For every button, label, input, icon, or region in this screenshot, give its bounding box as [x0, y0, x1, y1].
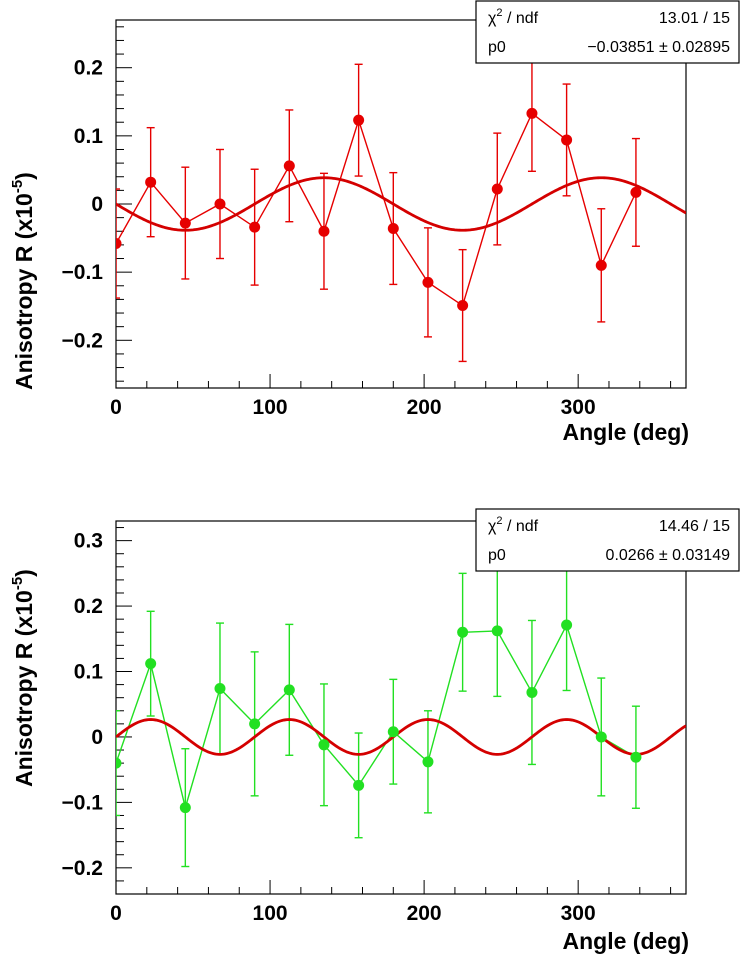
fit-curve [116, 176, 686, 232]
plot-frame [115, 520, 687, 895]
stats-box: χ2 / ndf 13.01 / 15 p0 −0.03851 ± 0.0289… [475, 0, 740, 64]
y-axis-title-close: ) [11, 569, 37, 577]
y-tick-label: −0.2 [62, 329, 103, 352]
data-point [145, 658, 157, 670]
data-point [249, 221, 261, 233]
data-point [318, 225, 330, 237]
stats-chi2-label: χ2 / ndf [488, 515, 539, 535]
plot-area: 0 100 200 300 −0.2 −0.1 0 0.1 0.2 [62, 19, 687, 419]
y-axis-title-main: Anisotropy R (x10 [11, 193, 37, 390]
data-point [526, 686, 538, 698]
data-point [630, 751, 642, 763]
chart-bottom: 0 100 200 300 −0.2 −0.1 0 0.1 0.2 0.3 Angle (deg)… [9, 508, 740, 954]
error-bar [116, 188, 120, 299]
plot-inner [116, 54, 686, 363]
data-point [491, 625, 503, 637]
stats-box-frame [475, 0, 740, 64]
data-point [179, 217, 191, 229]
y-tick-label: 0.1 [74, 661, 104, 684]
data-point [283, 160, 295, 172]
y-tick-label: 0.2 [74, 595, 103, 618]
data-point [145, 176, 157, 188]
x-tick-label: 100 [253, 902, 288, 925]
plot-area: 0 100 200 300 −0.2 −0.1 0 0.1 0.2 0.3 [62, 520, 687, 925]
data-point [422, 756, 434, 768]
plot-inner [116, 558, 686, 868]
y-axis-title: Anisotropy R (x10-5) [9, 172, 37, 390]
y-tick-label: −0.1 [62, 791, 104, 814]
y-tick-label: 0.3 [74, 530, 103, 553]
stats-p0-value: −0.03851 ± 0.02895 [587, 39, 730, 56]
fit-curve [116, 718, 686, 756]
y-axis-title-close: ) [11, 172, 37, 180]
data-point [422, 276, 434, 288]
data-series-line [116, 112, 637, 307]
y-tick-label: 0 [91, 726, 103, 749]
stats-p0-label: p0 [488, 39, 506, 56]
y-tick-label: 0.2 [74, 57, 103, 80]
x-axis-title: Angle (deg) [563, 419, 690, 445]
data-point [214, 198, 226, 210]
data-point [595, 731, 607, 743]
x-tick-label: 200 [407, 396, 442, 419]
data-point [179, 802, 191, 814]
y-tick-label: −0.1 [62, 261, 104, 284]
x-axis-title: Angle (deg) [563, 928, 690, 954]
data-point [457, 300, 469, 312]
stats-chi2-label: χ2 / ndf [488, 7, 539, 27]
y-axis-title-main: Anisotropy R (x10 [11, 590, 37, 787]
data-point [526, 107, 538, 119]
data-series-line [116, 623, 637, 811]
data-point [491, 183, 503, 195]
data-point [387, 726, 399, 738]
y-axis-title-exponent: -5 [9, 180, 26, 193]
data-point [457, 626, 469, 638]
x-tick-label: 200 [407, 902, 442, 925]
data-point [283, 684, 295, 696]
data-point [387, 223, 399, 235]
y-tick-label: 0.1 [74, 125, 104, 148]
stats-chi2-value: 13.01 / 15 [659, 10, 730, 27]
x-tick-label: 0 [110, 902, 122, 925]
y-tick-label: −0.2 [62, 857, 103, 880]
x-tick-label: 300 [561, 396, 596, 419]
y-axis-title-exponent: -5 [9, 577, 26, 590]
data-point [595, 259, 607, 271]
error-bar [116, 710, 120, 817]
data-point [318, 739, 330, 751]
y-axis-title: Anisotropy R (x10-5) [9, 569, 37, 787]
x-tick-label: 300 [561, 902, 596, 925]
data-point [630, 186, 642, 198]
data-point [214, 683, 226, 695]
chart-figure-top: 0 100 200 300 −0.2 −0.1 0 0.1 0.2 Angle (deg) An… [9, 0, 740, 445]
data-point [353, 114, 365, 126]
x-tick-label: 100 [253, 396, 288, 419]
data-point [249, 718, 261, 730]
stats-box-frame [475, 508, 740, 572]
data-point [116, 238, 122, 250]
data-point [561, 134, 573, 146]
x-tick-label: 0 [110, 396, 122, 419]
data-point [353, 779, 365, 791]
y-tick-label: 0 [91, 193, 103, 216]
stats-p0-label: p0 [488, 547, 506, 564]
data-point [116, 757, 122, 769]
chart-top: 0 100 200 300 −0.2 −0.1 0 0.1 0.2 Angle (deg) An… [9, 0, 740, 445]
plot-frame [115, 19, 687, 389]
stats-box: χ2 / ndf 14.46 / 15 p0 0.0266 ± 0.03149 [475, 508, 740, 572]
stats-p0-value: 0.0266 ± 0.03149 [606, 547, 731, 564]
data-point [561, 619, 573, 631]
stats-chi2-value: 14.46 / 15 [659, 518, 730, 535]
chart-figure-bottom: 0 100 200 300 −0.2 −0.1 0 0.1 0.2 0.3 Angle (deg)… [0, 479, 747, 958]
